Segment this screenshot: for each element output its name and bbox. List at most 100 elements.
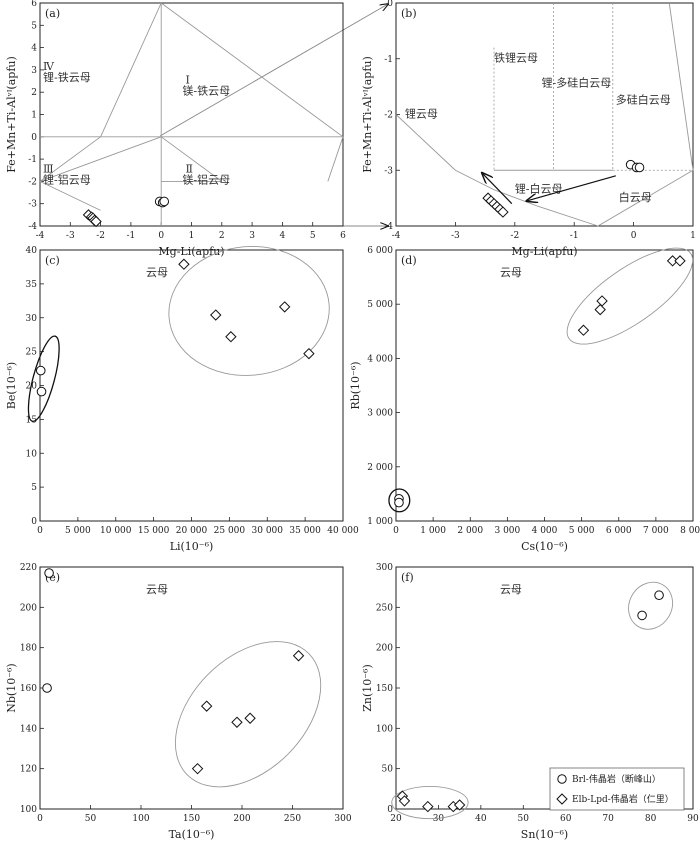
group-ellipse bbox=[168, 246, 330, 376]
data-point-diamond bbox=[292, 650, 305, 662]
y-tick-label: 5 bbox=[31, 483, 37, 493]
x-tick-label: 0 bbox=[631, 231, 637, 241]
x-tick-label: 60 bbox=[560, 814, 572, 824]
x-axis-label: Ta(10⁻⁶) bbox=[169, 828, 215, 841]
x-tick-label: 7 000 bbox=[643, 526, 669, 536]
y-tick-label: 50 bbox=[382, 765, 394, 775]
x-tick-label: -2 bbox=[96, 231, 105, 241]
legend-label-diamond: Elb-Lpd-伟晶岩（仁里） bbox=[572, 793, 674, 805]
field-boundary bbox=[327, 136, 344, 182]
x-tick-label: 90 bbox=[687, 814, 699, 824]
y-tick-label: 3 bbox=[31, 66, 37, 76]
x-tick-label: 15 000 bbox=[138, 526, 170, 536]
x-tick-label: 30 000 bbox=[252, 526, 284, 536]
x-tick-label: 5 000 bbox=[569, 526, 595, 536]
x-tick-label: 20 bbox=[390, 814, 402, 824]
x-tick-label: 0 bbox=[393, 526, 399, 536]
x-tick-label: 1 bbox=[189, 231, 195, 241]
data-point-diamond bbox=[666, 255, 679, 267]
x-tick-label: 80 bbox=[645, 814, 657, 824]
x-tick-label: 8 000 bbox=[680, 526, 700, 536]
x-tick-label: -4 bbox=[36, 231, 45, 241]
y-tick-label: 0 bbox=[387, 805, 393, 815]
x-tick-label: 5 000 bbox=[65, 526, 91, 536]
mica-annotation: 云母 bbox=[500, 266, 522, 279]
x-axis-label: Cs(10⁻⁶) bbox=[521, 540, 568, 553]
y-tick-label: 2 bbox=[31, 88, 37, 98]
y-tick-label: 4 bbox=[31, 44, 37, 54]
y-tick-label: 6 bbox=[31, 0, 37, 9]
legend-diamond-marker bbox=[556, 793, 568, 805]
y-tick-label: -1 bbox=[28, 155, 37, 165]
field-boundary bbox=[395, 114, 456, 171]
region-label: 锂云母 bbox=[405, 106, 438, 120]
y-tick-label: 100 bbox=[20, 805, 37, 815]
x-tick-label: 300 bbox=[334, 814, 351, 824]
data-point-circle bbox=[44, 568, 54, 578]
region-label: 多硅白云母 bbox=[616, 92, 671, 106]
x-tick-label: -2 bbox=[510, 231, 519, 241]
panels: -4 -3 -2 -1 0 1 2 3 4 5 6 -4 -3 -2 -1 0 1 2 3 4 5 6 Mg-Li(apfu… bbox=[5, 0, 700, 841]
x-tick-label: 30 bbox=[433, 814, 445, 824]
group-ellipse bbox=[174, 641, 322, 788]
x-tick-label: 1 bbox=[690, 231, 696, 241]
data-point-diamond bbox=[303, 347, 315, 360]
plot-frame bbox=[39, 566, 344, 810]
data-point-circle bbox=[159, 196, 170, 207]
field-boundary bbox=[39, 180, 101, 211]
y-tick-label: 1 bbox=[31, 111, 37, 121]
y-tick-label: 120 bbox=[20, 765, 37, 775]
x-tick-label: 0 bbox=[37, 814, 43, 824]
region-label: 锂-铁云母 bbox=[43, 70, 91, 84]
x-tick-label: 2 bbox=[219, 231, 225, 241]
field-boundary bbox=[597, 169, 694, 227]
data-point-diamond bbox=[674, 255, 686, 267]
field-boundary bbox=[39, 136, 101, 182]
data-point-circle bbox=[42, 683, 52, 693]
x-axis-label: Li(10⁻⁶) bbox=[170, 540, 214, 553]
y-tick-label: 5 000 bbox=[367, 300, 393, 310]
data-point-circle bbox=[36, 386, 47, 397]
y-axis-label: Be(10⁻⁶) bbox=[5, 362, 18, 409]
data-point-diamond bbox=[594, 303, 606, 316]
region-label: 锂-铝云母 bbox=[43, 173, 91, 187]
region-label: Ⅳ bbox=[43, 60, 55, 73]
panel-label: (f) bbox=[401, 571, 414, 584]
data-point-diamond bbox=[596, 295, 608, 307]
panel-b: -4 -3 -2 -1 0 1 -4 -3 -2 -1 0 Mg-Li(apfu) Fe+Mn+Ti-A… bbox=[361, 0, 696, 258]
data-point-diamond bbox=[244, 712, 256, 724]
legend-label-circle: Brl-伟晶岩（断峰山） bbox=[572, 773, 661, 785]
y-tick-label: 150 bbox=[376, 684, 393, 694]
field-boundary bbox=[160, 2, 344, 138]
trend-arrow bbox=[527, 175, 616, 201]
region-label: Ⅱ bbox=[185, 162, 192, 175]
data-point-diamond bbox=[497, 206, 509, 218]
y-tick-label: 200 bbox=[376, 644, 393, 654]
field-boundary bbox=[100, 2, 162, 137]
x-tick-label: 40 000 bbox=[327, 526, 359, 536]
x-tick-label: 2 000 bbox=[457, 526, 483, 536]
x-tick-label: 50 bbox=[518, 814, 530, 824]
field-boundary bbox=[455, 169, 495, 191]
x-axis-label: Sn(10⁻⁶) bbox=[521, 828, 568, 841]
y-tick-label: 1 000 bbox=[367, 517, 393, 527]
y-tick-label: 140 bbox=[20, 724, 37, 734]
data-point-circle bbox=[394, 497, 404, 508]
legend-circle-marker bbox=[557, 774, 567, 784]
panel-label: (c) bbox=[45, 254, 60, 267]
x-tick-label: 5 bbox=[310, 231, 316, 241]
y-tick-label: 6 000 bbox=[367, 246, 393, 256]
region-label: Ⅲ bbox=[43, 162, 54, 175]
region-label: Ⅰ bbox=[185, 73, 189, 86]
group-ellipse bbox=[388, 488, 411, 513]
field-boundary bbox=[538, 206, 599, 227]
data-point-circle bbox=[634, 162, 645, 173]
plot-frame bbox=[39, 2, 344, 227]
y-tick-label: 100 bbox=[376, 724, 393, 734]
region-label: 白云母 bbox=[619, 190, 652, 204]
y-axis-label: Zn(10⁻⁶) bbox=[361, 664, 374, 712]
y-tick-label: 40 bbox=[26, 246, 38, 256]
x-tick-label: 150 bbox=[183, 814, 200, 824]
y-tick-label: 0 bbox=[387, 0, 393, 9]
